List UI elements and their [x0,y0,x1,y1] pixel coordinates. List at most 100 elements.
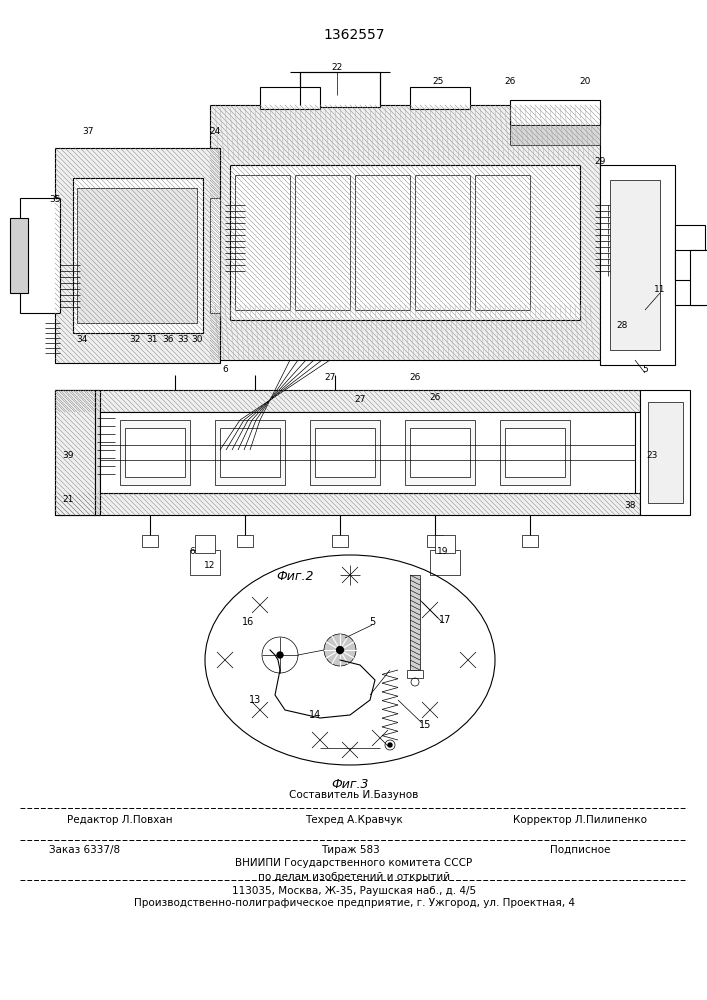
Text: 21: 21 [62,495,74,504]
Text: Техред А.Кравчук: Техред А.Кравчук [305,815,403,825]
Text: 32: 32 [129,336,141,344]
Bar [427,535,443,547]
Circle shape [324,634,356,666]
Text: Фиг.2: Фиг.2 [276,570,314,583]
Text: 27: 27 [325,372,336,381]
Bar [690,250,707,305]
Text: Составитель И.Базунов: Составитель И.Базунов [289,790,419,800]
Text: 26: 26 [409,372,421,381]
Bar [410,575,420,670]
Bar [410,428,470,477]
Bar [475,175,530,310]
Text: 5: 5 [369,617,375,627]
Bar [237,535,253,547]
Bar [210,198,220,313]
Bar [415,175,470,310]
Bar [500,420,570,485]
Bar [510,100,600,125]
Text: 27: 27 [354,395,366,404]
Bar [600,165,675,365]
Bar [195,535,215,553]
Text: 33: 33 [177,336,189,344]
Circle shape [277,652,283,658]
Text: 15: 15 [419,720,431,730]
Bar [355,175,410,310]
Bar [407,670,423,678]
Bar [310,420,380,485]
Bar [505,428,565,477]
Bar [435,535,455,553]
Bar [215,420,285,485]
Text: 26: 26 [429,393,440,402]
Bar [142,535,158,547]
Bar [405,420,475,485]
Bar [510,125,600,145]
Text: 24: 24 [209,127,221,136]
Text: 31: 31 [146,336,158,344]
Text: 23: 23 [646,450,658,460]
Bar [648,402,683,503]
Bar [73,178,203,333]
Text: 26: 26 [504,78,515,87]
Text: 6: 6 [189,548,195,556]
Text: 20: 20 [579,78,590,87]
Bar [235,175,290,310]
Bar [55,148,220,363]
Text: 38: 38 [624,500,636,510]
Text: по делам изобретений и открытий: по делам изобретений и открытий [258,872,450,882]
Text: ВНИИПИ Государственного комитета СССР: ВНИИПИ Государственного комитета СССР [235,858,472,868]
Text: 39: 39 [62,450,74,460]
Bar [675,225,705,305]
Text: 11: 11 [654,286,666,294]
Bar [640,390,690,515]
Bar [315,428,375,477]
Bar [120,420,190,485]
Text: Фиг.3: Фиг.3 [332,778,369,791]
Bar [55,493,640,515]
Text: 13: 13 [249,695,261,705]
Circle shape [388,743,392,747]
Bar [295,175,350,310]
Text: 34: 34 [76,336,88,344]
Text: 28: 28 [617,320,628,330]
Bar [95,390,100,515]
Bar [55,390,95,515]
Bar [332,535,348,547]
Text: 14: 14 [309,710,321,720]
Text: 12: 12 [204,560,216,570]
Text: 113035, Москва, Ж-35, Раушская наб., д. 4/5: 113035, Москва, Ж-35, Раушская наб., д. … [232,886,476,896]
Text: Подписное: Подписное [550,845,610,855]
Text: 6: 6 [222,365,228,374]
Bar [100,412,635,493]
Bar [10,218,28,293]
Text: Корректор Л.Пилипенко: Корректор Л.Пилипенко [513,815,647,825]
Text: Производственно-полиграфическое предприятие, г. Ужгород, ул. Проектная, 4: Производственно-полиграфическое предприя… [134,898,575,908]
Text: 19: 19 [437,548,449,556]
Text: 36: 36 [162,336,174,344]
Bar [210,105,600,360]
Bar [610,180,660,350]
Text: 16: 16 [242,617,254,627]
Text: 35: 35 [49,196,61,205]
Bar [55,390,640,412]
Circle shape [337,647,344,654]
Bar [190,550,220,575]
Bar [430,550,460,575]
Text: Тираж 583: Тираж 583 [321,845,380,855]
Bar [675,250,707,280]
Bar [77,188,197,323]
Text: Редактор Л.Повхан: Редактор Л.Повхан [67,815,173,825]
Bar [20,198,60,313]
Text: 17: 17 [439,615,451,625]
Bar [522,535,538,547]
Bar [410,87,470,109]
Text: 29: 29 [595,157,606,166]
Bar [230,165,580,320]
Text: Заказ 6337/8: Заказ 6337/8 [49,845,121,855]
Text: 5: 5 [642,365,648,374]
Text: 1362557: 1362557 [323,28,385,42]
Bar [260,87,320,109]
Bar [300,72,380,107]
Bar [220,428,280,477]
Text: 25: 25 [432,78,444,87]
